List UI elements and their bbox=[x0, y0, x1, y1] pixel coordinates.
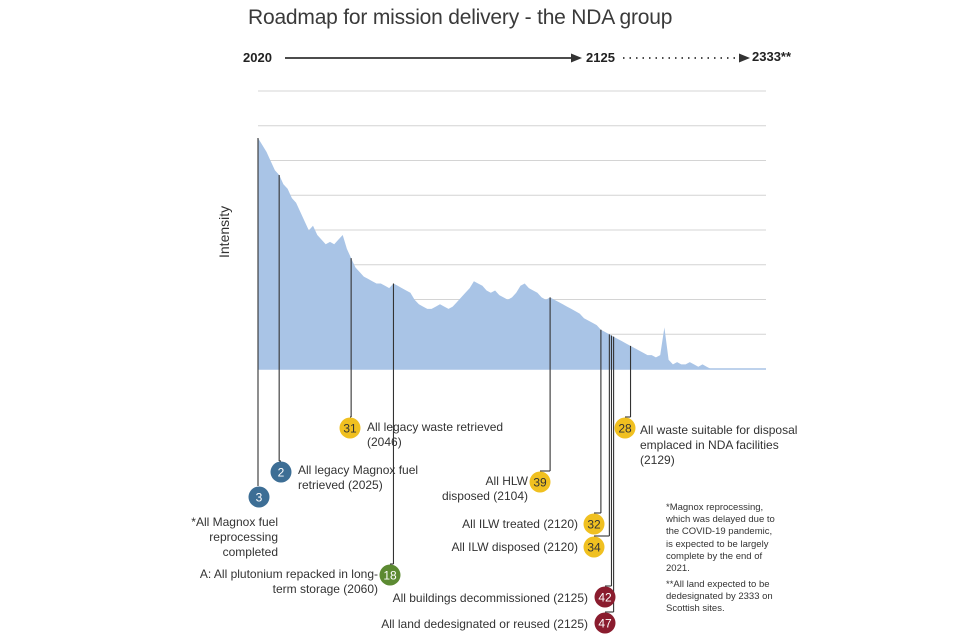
milestone-34-label: All ILW disposed (2120) bbox=[451, 540, 578, 554]
milestone-badge-number-3: 3 bbox=[256, 490, 263, 504]
milestone-badge-18 bbox=[379, 564, 401, 586]
milestone-2-label: All legacy Magnox fuel retrieved (2025) bbox=[298, 463, 419, 492]
milestone-badge-number-32: 32 bbox=[587, 517, 601, 531]
milestone-badge-42 bbox=[594, 586, 616, 608]
milestone-18-label: A: All plutonium repacked in long-term s… bbox=[199, 567, 378, 596]
milestone-badge-28 bbox=[614, 417, 636, 439]
timeline-arrow bbox=[285, 53, 750, 63]
milestone-47-label: All land dedesignated or reused (2125) bbox=[381, 617, 588, 631]
timeline-arrowhead-end bbox=[739, 53, 750, 63]
milestone-badge-3 bbox=[248, 486, 270, 508]
milestone-badge-number-42: 42 bbox=[598, 590, 612, 604]
milestone-badge-number-18: 18 bbox=[383, 568, 397, 582]
milestone-leader-lines bbox=[257, 138, 632, 613]
milestone-32-label: All ILW treated (2120) bbox=[462, 517, 578, 531]
timeline-end-year: 2333** bbox=[752, 49, 792, 64]
chart-title: Roadmap for mission delivery - the NDA g… bbox=[248, 6, 673, 29]
timeline-start-year: 2020 bbox=[243, 50, 272, 65]
milestone-badge-31 bbox=[339, 417, 361, 439]
milestone-badge-47 bbox=[594, 612, 616, 634]
milestone-badge-number-31: 31 bbox=[343, 421, 357, 435]
milestone-3-label: *All Magnox fuel reprocessing completed bbox=[191, 515, 278, 559]
timeline-mid-year: 2125 bbox=[586, 50, 615, 65]
milestone-badge-number-2: 2 bbox=[278, 465, 285, 479]
footnote-land: **All land expected to be dedesignated by… bbox=[666, 579, 773, 615]
milestone-31-label: All legacy waste retrieved (2046) bbox=[367, 420, 504, 449]
intensity-area bbox=[258, 138, 766, 369]
milestone-39-label: All HLW disposed (2104) bbox=[441, 474, 528, 503]
footnote-magnox: *Magnox reprocessing, which was delayed d… bbox=[666, 502, 775, 575]
milestone-badge-39 bbox=[529, 471, 551, 493]
milestone-badge-number-47: 47 bbox=[598, 616, 612, 630]
milestone-badge-number-28: 28 bbox=[618, 421, 632, 435]
timeline-arrowhead-mid bbox=[571, 53, 582, 63]
milestone-42-label: All buildings decommissioned (2125) bbox=[392, 591, 588, 605]
milestone-badge-number-34: 34 bbox=[587, 540, 601, 554]
milestone-badge-32 bbox=[583, 513, 605, 535]
milestone-badge-number-39: 39 bbox=[533, 475, 547, 489]
milestone-badge-2 bbox=[270, 461, 292, 483]
milestone-badge-34 bbox=[583, 536, 605, 558]
milestone-28-label: All waste suitable for disposal emplaced … bbox=[640, 423, 798, 467]
